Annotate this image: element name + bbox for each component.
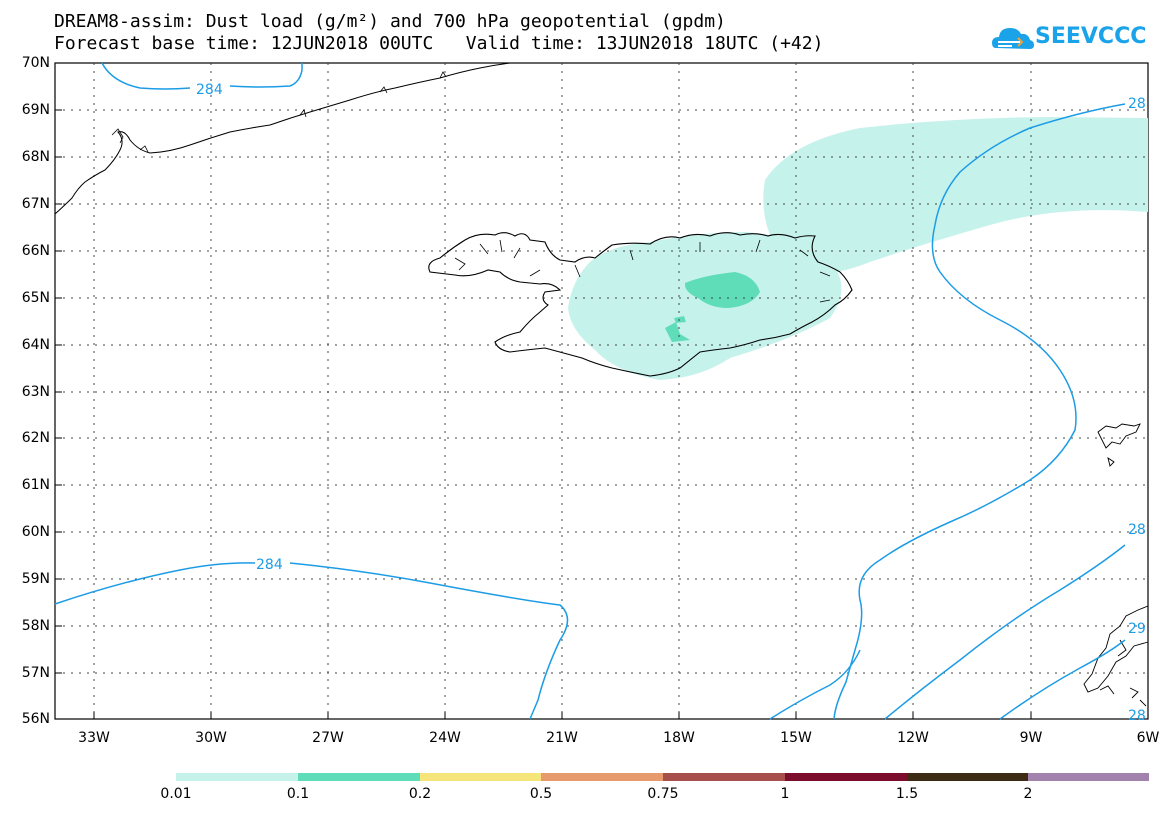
lon-label: 9W [1019,730,1043,746]
scotland-coastline [1083,605,1149,707]
colorbar-label: 0.75 [647,786,679,802]
lat-label: 61N [21,477,50,493]
lat-label: 65N [21,290,50,306]
dust-area-iceland [568,232,842,380]
lat-label: 70N [21,55,50,71]
colorbar-label: 2 [1023,786,1033,802]
colorbar-segment [176,773,298,781]
contour-label: 284 [196,82,223,98]
lon-label: 30W [195,730,227,746]
lat-label: 62N [21,430,50,446]
lat-label: 67N [21,196,50,212]
cloud-icon [992,28,1034,49]
contour-east-3 [884,544,1126,720]
lat-label: 63N [21,384,50,400]
colorbar-label: 0.1 [286,786,310,802]
lat-label: 60N [21,524,50,540]
lon-label: 18W [663,730,695,746]
contour-label: 29 [1128,621,1146,637]
axis-ticks [55,109,1032,719]
dust-plume-east [763,117,1148,273]
iceland-coastline [428,232,853,377]
lon-label: 6W [1136,730,1160,746]
colorbar-label: 0.5 [529,786,553,802]
dust-area-small [674,316,686,323]
dust-area-south [665,322,690,342]
lat-label: 58N [21,618,50,634]
map-title: DREAM8-assim: Dust load (g/m²) and 700 h… [54,11,726,32]
contour-east-main [833,103,1126,720]
colorbar-segment [785,773,907,781]
contour-east-2 [769,649,861,720]
lon-label: 21W [546,730,578,746]
contour-label: 284 [256,557,283,573]
dust-area-core [684,272,760,308]
lon-label: 33W [78,730,110,746]
colorbar-segment [1028,773,1149,781]
lon-label: 27W [312,730,344,746]
logo-text: SEEVCCC [1035,24,1147,49]
contour-label: 28 [1128,522,1146,538]
colorbar-label: 0.2 [408,786,432,802]
contour-labels: 284 284 28 28 29 28 [196,82,1146,724]
lat-label: 57N [21,665,50,681]
lat-label: 68N [21,149,50,165]
faroe-coastline [1097,423,1141,467]
lat-label: 56N [21,711,50,727]
lat-label: 59N [21,571,50,587]
lon-label: 12W [897,730,929,746]
iceland-fjords [454,239,831,303]
contour-label: 28 [1128,708,1146,724]
colorbar-segment [541,773,663,781]
colorbar-label: 1 [780,786,790,802]
colorbar-segment [298,773,420,781]
colorbar-segment [907,773,1028,781]
colorbar-segment [420,773,541,781]
lon-label: 24W [429,730,461,746]
contour-east-4 [999,639,1126,720]
lat-label: 69N [21,102,50,118]
contour-284-south [54,562,569,720]
map-subtitle: Forecast base time: 12JUN2018 00UTC Vali… [54,33,824,54]
colorbar-segment [663,773,785,781]
colorbar-label: 1.5 [895,786,919,802]
lat-label: 64N [21,337,50,353]
geopotential-contours [54,62,1126,720]
contour-label: 28 [1128,96,1146,112]
greenland-coastline [54,62,511,215]
meridian-grid [93,63,1032,719]
colorbar-label: 0.01 [160,786,192,802]
lat-label: 66N [21,243,50,259]
greenland-coast-detail [111,71,447,153]
contour-284-north [101,62,303,90]
lon-label: 15W [780,730,812,746]
